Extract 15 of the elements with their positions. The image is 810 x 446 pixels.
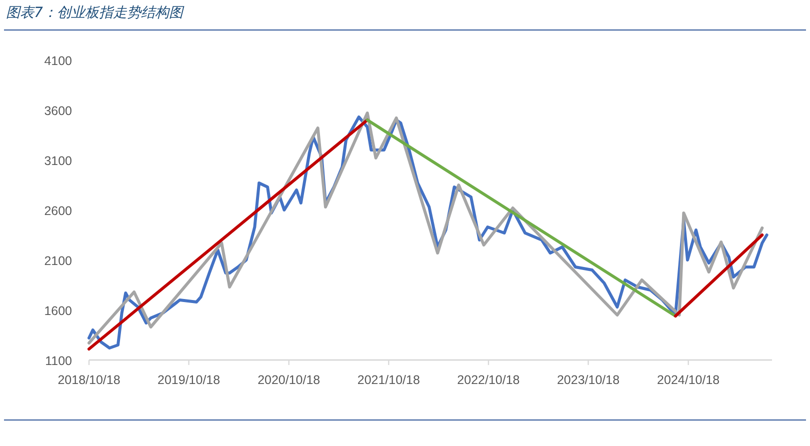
y-tick-label: 3100 xyxy=(44,154,72,168)
y-tick-label: 4100 xyxy=(44,54,72,68)
y-tick-label: 3600 xyxy=(44,104,72,118)
x-tick-label: 2024/10/18 xyxy=(657,373,720,387)
x-tick-label: 2021/10/18 xyxy=(357,373,420,387)
x-tick-label: 2022/10/18 xyxy=(457,373,520,387)
chart-title: 图表7：创业板指走势结构图 xyxy=(6,4,183,22)
y-tick-label: 1100 xyxy=(45,354,72,368)
x-tick-label: 2023/10/18 xyxy=(556,373,620,387)
y-tick-label: 2100 xyxy=(44,254,72,268)
y-tick-label: 2600 xyxy=(44,204,72,218)
x-tick-label: 2019/10/18 xyxy=(158,373,220,387)
x-tick-label: 2018/10/18 xyxy=(58,373,120,387)
x-tick-label: 2020/10/18 xyxy=(258,373,320,387)
y-tick-label: 1600 xyxy=(44,304,72,318)
